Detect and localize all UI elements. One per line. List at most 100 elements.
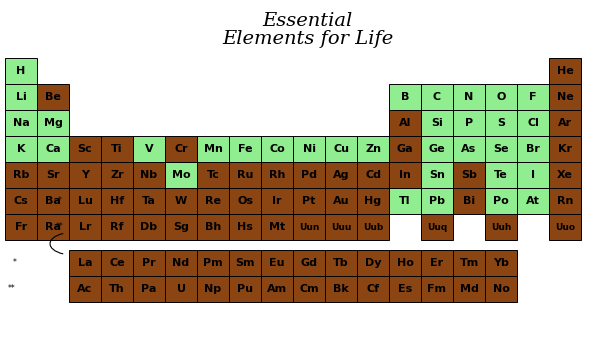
Text: Cr: Cr [174,144,188,154]
Bar [37,214,69,240]
Bar [453,136,485,162]
Text: C: C [433,92,441,102]
Text: **: ** [55,223,63,232]
Bar [421,276,453,302]
Text: He: He [557,66,573,76]
Text: Re: Re [205,196,221,206]
Bar [389,136,421,162]
Text: W: W [175,196,187,206]
Text: Cm: Cm [299,284,319,294]
Bar [517,188,549,214]
Bar [69,162,101,188]
Bar [197,214,229,240]
Bar [293,276,325,302]
Bar [325,250,357,276]
Text: Mo: Mo [172,170,190,180]
Bar [133,162,165,188]
Bar [197,188,229,214]
Bar [197,136,229,162]
Text: Uun: Uun [299,223,319,232]
Bar [37,188,69,214]
Bar [133,276,165,302]
Bar [293,214,325,240]
Text: Dy: Dy [365,258,381,268]
Text: Uuu: Uuu [331,223,351,232]
Bar [325,188,357,214]
Bar [549,58,581,84]
Text: Rn: Rn [557,196,573,206]
Bar [133,136,165,162]
Bar [165,162,197,188]
Text: Nd: Nd [172,258,189,268]
Text: Rh: Rh [269,170,285,180]
Bar [389,276,421,302]
Text: V: V [145,144,153,154]
Text: Br: Br [526,144,540,154]
Text: Te: Te [494,170,508,180]
Bar [197,250,229,276]
Bar [421,84,453,110]
Text: *: * [13,258,17,267]
Text: Ho: Ho [397,258,413,268]
Text: Nb: Nb [140,170,157,180]
Text: Cd: Cd [365,170,381,180]
Bar [549,162,581,188]
Bar [101,136,133,162]
Text: Sn: Sn [429,170,445,180]
Bar [517,136,549,162]
Bar [37,162,69,188]
Bar [261,188,293,214]
Text: Pa: Pa [141,284,157,294]
Bar [389,110,421,136]
Bar [421,110,453,136]
Bar [5,214,37,240]
Text: Pr: Pr [142,258,156,268]
Text: Elements for Life: Elements for Life [222,30,393,48]
Text: Er: Er [430,258,443,268]
Bar [325,276,357,302]
Text: Se: Se [493,144,509,154]
Bar [229,136,261,162]
Text: Mt: Mt [269,222,285,232]
Text: At: At [526,196,540,206]
Text: O: O [496,92,506,102]
Bar [37,136,69,162]
Bar [453,110,485,136]
Text: **: ** [7,284,15,294]
Bar [549,188,581,214]
Bar [421,250,453,276]
Bar [165,250,197,276]
Text: Sg: Sg [173,222,189,232]
Bar [261,276,293,302]
Text: Fe: Fe [238,144,252,154]
Bar [133,188,165,214]
Bar [357,136,389,162]
Bar [101,188,133,214]
Text: Ce: Ce [109,258,125,268]
Text: Mn: Mn [204,144,223,154]
Bar [453,84,485,110]
Text: Ar: Ar [558,118,572,128]
Text: Ac: Ac [77,284,93,294]
Bar [485,110,517,136]
Text: F: F [530,92,537,102]
Bar [549,214,581,240]
Bar [5,136,37,162]
Bar [389,84,421,110]
Text: Ga: Ga [397,144,413,154]
Text: Uuo: Uuo [555,223,575,232]
Text: I: I [531,170,535,180]
Bar [549,136,581,162]
Text: Db: Db [140,222,157,232]
Bar [357,188,389,214]
Text: Hg: Hg [365,196,381,206]
Text: Am: Am [267,284,287,294]
Text: Hs: Hs [237,222,253,232]
Text: *: * [57,196,62,205]
Text: Tc: Tc [207,170,220,180]
Bar [101,250,133,276]
Text: Lr: Lr [79,222,91,232]
Bar [69,214,101,240]
Bar [389,188,421,214]
Text: U: U [177,284,186,294]
